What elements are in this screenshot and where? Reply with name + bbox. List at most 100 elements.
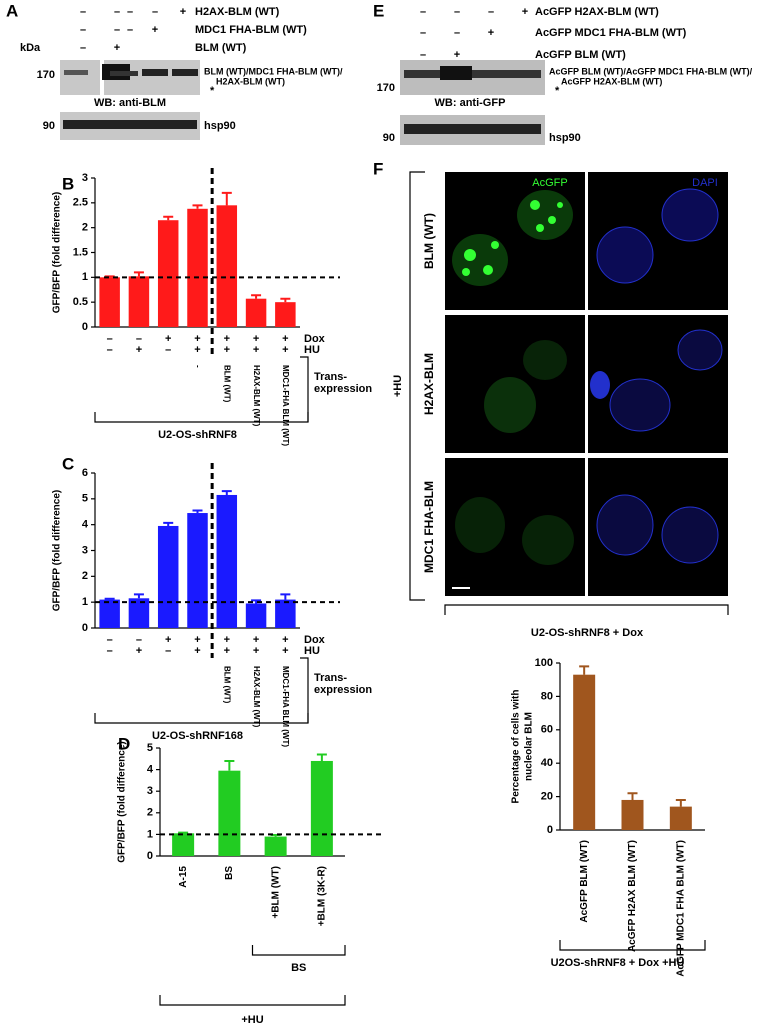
sign: – — [165, 645, 171, 657]
error-bar — [133, 593, 144, 599]
error-bar — [221, 191, 232, 206]
bar — [99, 599, 120, 628]
category-axis-label: Trans- — [314, 371, 347, 383]
y-tick-label: 5 — [82, 493, 88, 505]
marker: 90 — [383, 132, 395, 144]
bar — [128, 276, 150, 327]
sign: – — [80, 6, 86, 18]
y-tick-label: 100 — [535, 657, 553, 669]
y-axis-label: GFP/BFP (fold difference) — [52, 192, 63, 314]
bracket — [300, 356, 309, 422]
bar — [275, 302, 296, 327]
sign: – — [114, 6, 120, 18]
sign: – — [454, 27, 460, 39]
treatment-label: H2AX-BLM (WT) — [195, 6, 280, 18]
band — [64, 70, 88, 75]
bar — [157, 525, 179, 628]
bar — [310, 760, 333, 856]
y-axis-label: Percentage of cells with — [511, 690, 522, 804]
condition-label: Dox — [304, 634, 326, 646]
error-bar — [192, 204, 203, 209]
error-bar — [280, 297, 291, 303]
sign: – — [114, 24, 120, 36]
sign: – — [165, 344, 171, 356]
bracket — [94, 713, 309, 724]
y-tick-label: 4 — [147, 764, 154, 776]
row-label: H2AX-BLM — [422, 353, 436, 415]
bar — [99, 277, 120, 327]
condition-label: Dox — [304, 333, 326, 345]
footer-label: U2-OS-shRNF168 — [152, 730, 243, 742]
sign: + — [253, 333, 259, 345]
category-label: - — [193, 365, 202, 368]
sign: + — [194, 645, 200, 657]
error-bar — [178, 831, 189, 834]
error-bar — [224, 759, 235, 771]
sign: + — [454, 49, 460, 61]
sign: – — [80, 24, 86, 36]
category-label: BLM (WT) — [223, 666, 232, 704]
marker: 170 — [377, 82, 395, 94]
bracket — [559, 940, 706, 951]
sign: + — [194, 333, 200, 345]
category-label: AcGFP H2AX BLM (WT) — [627, 840, 638, 952]
category-label: H2AX-BLM (WT) — [252, 365, 261, 427]
sign: – — [488, 6, 494, 18]
asterisk: * — [210, 85, 215, 97]
y-axis-label: GFP/BFP (fold difference) — [52, 490, 63, 612]
sign: – — [454, 6, 460, 18]
sign: + — [253, 645, 259, 657]
channel-label: DAPI — [692, 177, 718, 189]
error-bar — [192, 509, 203, 514]
sign: – — [420, 27, 426, 39]
error-bar — [627, 792, 638, 800]
band-label: H2AX-BLM (WT) — [216, 76, 285, 86]
bracket — [409, 171, 425, 601]
category-label: H2AX-BLM (WT) — [252, 666, 261, 728]
sign: + — [194, 344, 200, 356]
bracket-label: BS — [291, 962, 306, 974]
y-tick-label: 2 — [82, 222, 88, 234]
treatment-label: MDC1 FHA-BLM (WT) — [195, 24, 307, 36]
panel-letter: C — [62, 454, 74, 473]
bar — [245, 603, 267, 628]
bar — [245, 298, 267, 327]
sign: + — [488, 27, 494, 39]
bar — [172, 833, 195, 856]
bracket — [444, 604, 729, 615]
bar — [218, 770, 241, 856]
panel-letter: B — [62, 174, 74, 193]
category-label: AcGFP BLM (WT) — [579, 840, 590, 923]
y-tick-label: 40 — [541, 757, 553, 769]
asterisk: * — [555, 85, 560, 97]
bracket — [300, 657, 309, 723]
bar — [216, 205, 238, 327]
category-label: MDC1-FHA BLM (WT) — [281, 365, 290, 446]
sign: – — [420, 49, 426, 61]
y-tick-label: 5 — [147, 742, 153, 754]
sign: + — [522, 6, 528, 18]
sign: + — [224, 333, 230, 345]
y-tick-label: 2 — [147, 807, 153, 819]
marker: 170 — [37, 69, 55, 81]
treatment-label: +HU — [392, 375, 404, 397]
sign: – — [107, 645, 113, 657]
panel-letter: E — [373, 1, 384, 20]
category-label: AcGFP MDC1 FHA BLM (WT) — [675, 840, 686, 977]
category-label: A-15 — [178, 866, 189, 888]
kda: kDa — [20, 42, 41, 54]
error-bar — [104, 597, 115, 600]
band — [63, 120, 197, 129]
y-axis-label: GFP/BFP (fold difference) — [117, 741, 128, 863]
sign: + — [282, 344, 288, 356]
y-tick-label: 0 — [82, 622, 88, 634]
error-bar — [675, 798, 686, 807]
footer-label: U2-OS-shRNF8 + Dox — [531, 627, 644, 639]
bar — [669, 806, 692, 830]
band — [404, 70, 541, 78]
bracket — [94, 412, 309, 423]
error-bar — [133, 271, 144, 277]
bar — [264, 836, 287, 856]
y-tick-label: 3 — [147, 785, 153, 797]
error-bar — [579, 665, 590, 675]
